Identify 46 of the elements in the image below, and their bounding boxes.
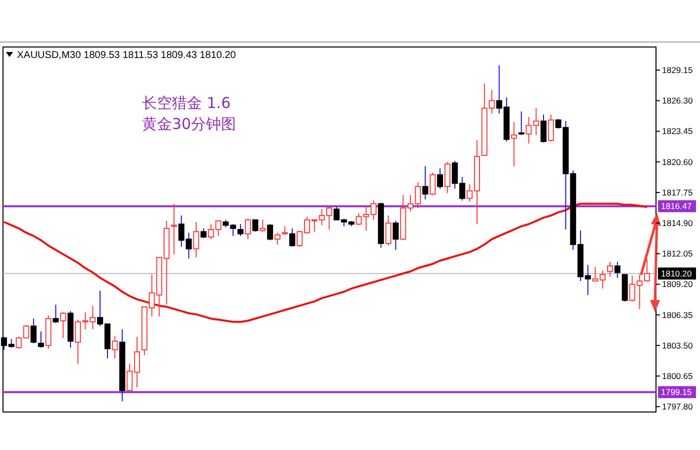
candlestick: [60, 312, 66, 338]
candlestick: [392, 220, 399, 250]
candlestick: [385, 215, 392, 246]
candlestick: [540, 114, 547, 144]
candlestick: [112, 335, 118, 359]
candlestick: [30, 318, 37, 344]
candlestick: [244, 218, 251, 240]
candlestick: [260, 219, 266, 232]
y-tick-label: 1809.20: [662, 279, 693, 290]
annotation: 长空猎金 1.6: [142, 94, 231, 112]
candlestick: [193, 221, 200, 258]
candlestick: [170, 203, 177, 255]
candlestick: [238, 224, 244, 236]
y-tick-label: 1817.75: [662, 187, 693, 198]
candlestick: [274, 232, 280, 246]
candlestick: [267, 224, 274, 241]
candlestick: [430, 172, 436, 196]
y-tick-label: 1797.80: [662, 402, 693, 412]
candlestick: [422, 166, 428, 200]
y-tick-label: 1814.90: [662, 218, 693, 228]
ref-line-label: 1810.20: [661, 268, 692, 278]
y-tick-label: 1829.15: [662, 65, 693, 76]
line-series: [3, 202, 648, 323]
candlestick: [52, 304, 59, 324]
annotation: 黄金30分钟图: [142, 115, 236, 133]
y-tick-label: 1806.35: [662, 310, 693, 320]
candlestick: [38, 330, 44, 348]
candlestick: [607, 261, 614, 278]
candlestick: [437, 168, 444, 190]
y-tick-label: 1826.30: [662, 96, 693, 106]
y-tick-label: 1800.65: [662, 371, 693, 382]
candlestick: [614, 261, 620, 278]
candlestick: [289, 228, 296, 248]
candlestick: [200, 228, 207, 239]
candlestick: [252, 219, 258, 232]
y-tick-label: 1820.60: [662, 156, 693, 167]
y-tick-label: 1803.50: [662, 340, 693, 350]
chart-title: XAUUSD,M30 1809.53 1811.53 1809.43 1810.20: [17, 50, 236, 61]
y-tick-label: 1812.05: [662, 248, 693, 259]
candlestick: [510, 122, 517, 167]
candlestick: [548, 114, 554, 142]
candlestick: [518, 110, 524, 136]
ref-line-label: 1799.15: [661, 387, 692, 398]
y-tick-label: 1823.45: [662, 126, 693, 136]
candlestick: [444, 161, 450, 194]
ref-line-label: 1816.47: [661, 201, 692, 212]
